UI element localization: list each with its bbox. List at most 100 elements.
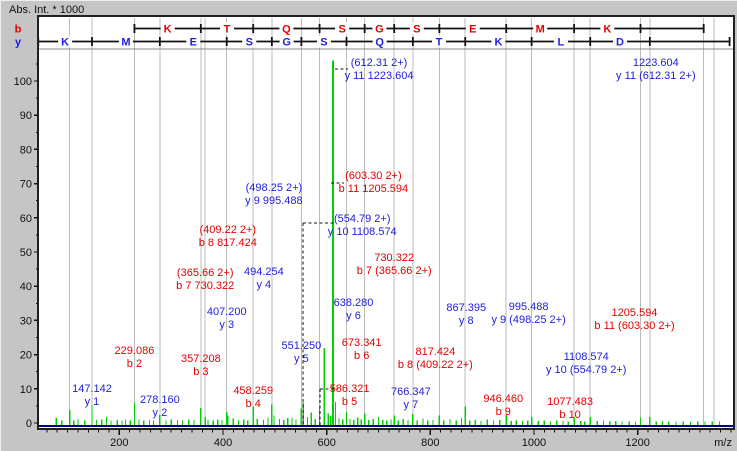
ladder-residue-y: S [320,37,327,49]
ladder-residue-b: M [536,24,545,36]
y-ion-label: (498.25 2+)y 9 995.488 [245,182,303,207]
ion-name-text: b 8 (409.22 2+) [398,359,473,371]
ladder-residue-b: S [413,24,420,36]
ion-name-text: b 3 [193,366,208,378]
ladder-letter-bg [279,35,294,48]
ladder-letter-bg [491,35,506,48]
ladder-letter-bg [600,22,615,35]
ion-mass-text: 946.460 [483,393,523,405]
ion-name-text: y 1 [85,396,100,408]
ion-name-text: b 7 (365.66 2+) [357,265,432,277]
ladder-residue-y: S [246,37,253,49]
ladder-residue-y: M [121,37,130,49]
ladder-residue-b: Q [282,24,291,36]
ion-name-text: b 5 [342,396,357,408]
plot-frame [37,15,735,430]
ladder-letter-bg [242,35,257,48]
ion-mass-text: (554.79 2+) [334,213,391,225]
y-axis-title: Abs. Int. * 1000 [9,4,85,16]
x-tick-label: 400 [214,437,232,449]
ion-mass-text: (612.31 2+) [351,57,408,69]
ladder-residue-y: T [436,37,443,49]
x-tick-label: 600 [317,437,335,449]
ion-name-text: y 10 (554.79 2+) [546,364,626,376]
ladder-residue-b: K [164,24,172,36]
ion-mass-text: 1077.483 [547,396,593,408]
ladder-letter-bg [316,35,331,48]
ladder-letter-bg [335,22,350,35]
ladder-residue-b: S [338,24,345,36]
ion-name-text: y 6 [346,310,361,322]
ion-name-text: y 11 (612.31 2+) [616,70,696,82]
ion-name-text: b 4 [246,398,261,410]
ion-mass-text: 357.208 [181,353,221,365]
ion-mass-text: 766.347 [391,386,431,398]
ion-mass-text: 673.341 [342,337,382,349]
ladder-letter-bg [372,22,387,35]
ladder-residue-y: K [61,37,69,49]
ion-mass-text: (365.66 2+) [177,267,234,279]
ladder-residue-b: G [375,24,384,36]
ladder-letter-bg [553,35,568,48]
y-ion-label: (554.79 2+)y 10 1108.574 [328,213,397,238]
y-tick-label: 30 [20,315,32,327]
ladder-letter-bg [220,22,235,35]
y-tick-label: 70 [20,179,32,191]
ion-name-text: y 11 1223.604 [345,70,414,82]
ion-mass-text: 278.160 [140,394,180,406]
ion-mass-text: (498.25 2+) [246,182,303,194]
ion-mass-text: 817.424 [415,346,455,358]
ion-mass-text: 147.142 [72,383,112,395]
ladder-letter-bg [186,35,201,48]
ion-name-text: b 11 1205.594 [339,183,409,195]
ion-mass-text: 458.259 [233,385,273,397]
ladder-letter-bg [372,35,387,48]
ion-name-text: y 9 (498.25 2+) [491,314,565,326]
ion-mass-text: 1108.574 [564,351,609,363]
ladder-residue-y: Q [375,37,384,49]
ion-name-text: y 10 1108.574 [328,226,397,238]
ion-name-text: y 2 [153,407,168,419]
y-tick-label: 0 [26,418,32,430]
y-tick-label: 100 [14,76,32,88]
ladder-letter-bg [409,22,424,35]
x-tick-label: 800 [421,437,439,449]
peak-gridlines [69,18,715,425]
ion-name-text: b 2 [127,358,142,370]
ion-mass-text: 1223.604 [633,57,679,69]
ladder-letter-bg [613,35,628,48]
ion-name-text: y 5 [294,353,309,365]
x-axis-unit-label: m/z [714,437,732,449]
ion-name-text: b 11 (603.30 2+) [594,320,674,332]
ion-name-text: b 6 [354,350,369,362]
ladder-letter-bg [465,22,480,35]
b-ion-label: (409.22 2+)b 8 817.424 [199,224,257,249]
ion-name-text: y 8 [459,315,474,327]
y-tick-label: 20 [20,350,32,362]
ion-name-text: b 7 730.322 [176,280,234,292]
y-axis: 0 10 20 30 40 50 60 70 80 90 100 [14,63,38,430]
ion-mass-text: (603.30 2+) [345,170,402,182]
ladder-letter-bg [58,35,73,48]
y-ladder-legend: y [15,37,22,49]
ion-name-text: y 7 [404,399,419,411]
ion-name-text: y 3 [219,319,234,331]
x-tick-label: 1200 [625,437,649,449]
